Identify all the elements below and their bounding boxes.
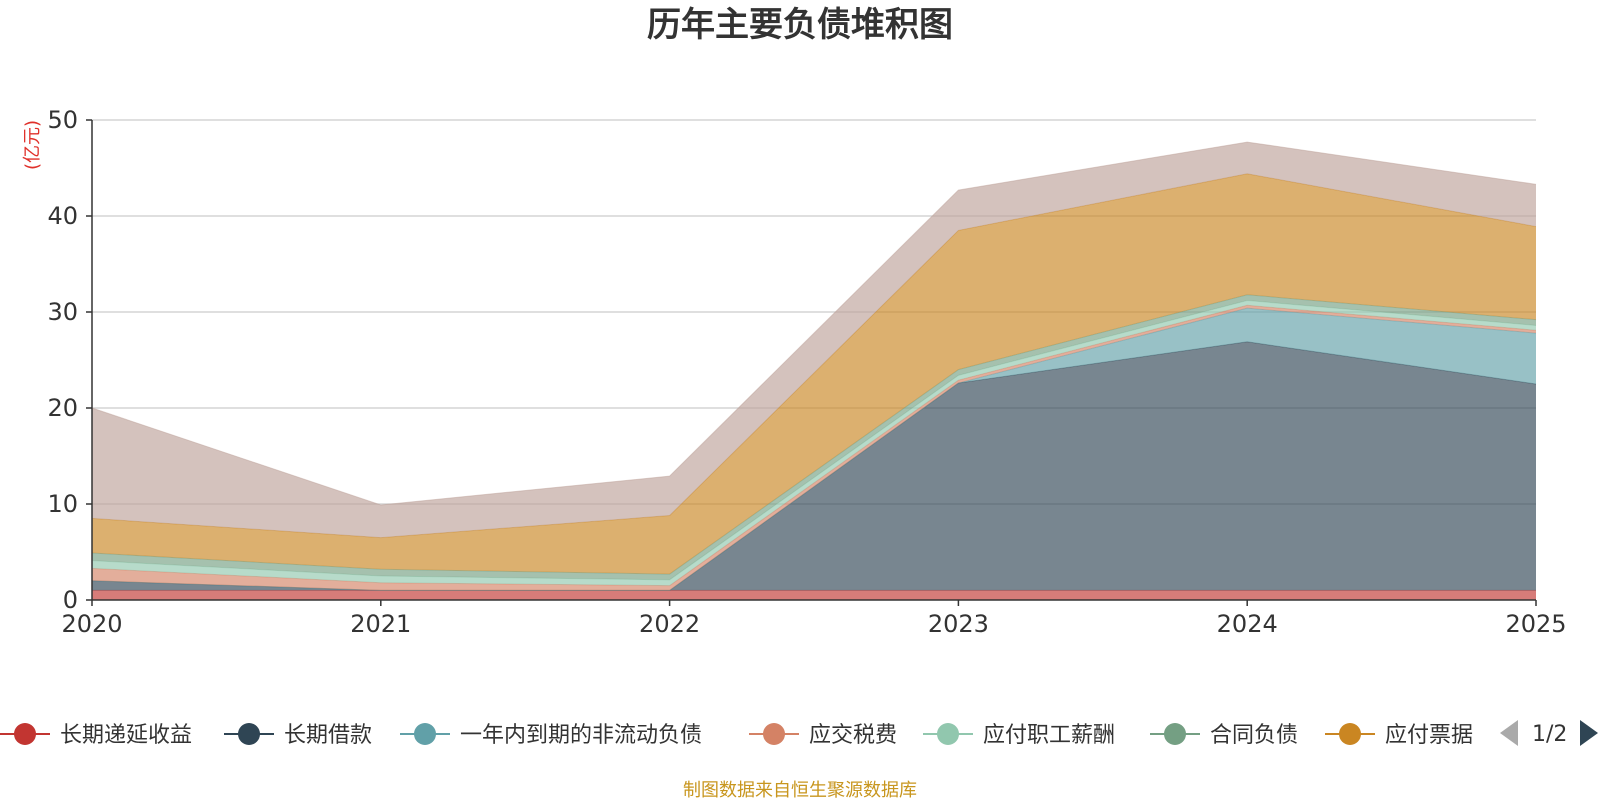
area-series-6 bbox=[92, 173, 1536, 575]
data-source-footer: 制图数据来自恒生聚源数据库 bbox=[683, 780, 917, 800]
area-series-1 bbox=[92, 341, 1536, 591]
y-tick-label: 50 bbox=[47, 106, 78, 134]
legend-label: 长期递延收益 bbox=[60, 723, 192, 748]
x-tick-label: 2024 bbox=[1217, 610, 1278, 638]
legend-item[interactable]: 长期递延收益 bbox=[0, 723, 192, 748]
triangle-right-icon[interactable] bbox=[1580, 720, 1598, 746]
area-series-line-2 bbox=[91, 307, 1537, 591]
legend-item[interactable]: 一年内到期的非流动负债 bbox=[400, 723, 702, 748]
legend-marker bbox=[14, 723, 36, 745]
legend-label: 长期借款 bbox=[284, 723, 372, 748]
legend-marker bbox=[763, 723, 785, 745]
y-tick-label: 20 bbox=[47, 394, 78, 422]
x-tick-label: 2025 bbox=[1505, 610, 1566, 638]
y-tick-label: 40 bbox=[47, 202, 78, 230]
area-series-line-5 bbox=[91, 294, 1537, 575]
x-tick-label: 2023 bbox=[928, 610, 989, 638]
legend-label: 应付票据 bbox=[1385, 723, 1473, 748]
x-tick-label: 2021 bbox=[350, 610, 411, 638]
y-tick-label: 10 bbox=[47, 490, 78, 518]
area-series bbox=[91, 141, 1537, 600]
triangle-left-icon[interactable] bbox=[1500, 720, 1518, 746]
area-series-line-7 bbox=[91, 141, 1537, 506]
legend-item[interactable]: 应付职工薪酬 bbox=[923, 723, 1115, 748]
area-series-2 bbox=[92, 308, 1536, 591]
legend: 长期递延收益 长期借款 一年内到期的非流动负债 应交税费 应付职工薪酬 合同负债 应付票据 bbox=[0, 723, 1473, 748]
legend-item[interactable]: 长期借款 bbox=[224, 723, 372, 748]
chart-title: 历年主要负债堆积图 bbox=[647, 5, 953, 45]
legend-label: 应付职工薪酬 bbox=[983, 723, 1115, 748]
x-tick-label: 2022 bbox=[639, 610, 700, 638]
legend-label: 应交税费 bbox=[809, 723, 897, 748]
legend-label: 合同负债 bbox=[1210, 723, 1298, 748]
axes: 2020 2021 2022 2023 2024 2025 bbox=[61, 119, 1567, 638]
legend-marker bbox=[1339, 723, 1361, 745]
y-axis-unit: (亿元) bbox=[22, 120, 43, 170]
y-tick-label: 0 bbox=[63, 586, 78, 614]
y-tick-label: 30 bbox=[47, 298, 78, 326]
legend-pager: 1/2 bbox=[1500, 720, 1598, 747]
legend-marker bbox=[414, 723, 436, 745]
legend-item[interactable]: 合同负债 bbox=[1150, 723, 1298, 748]
legend-item[interactable]: 应交税费 bbox=[749, 723, 897, 748]
legend-label: 一年内到期的非流动负债 bbox=[460, 723, 702, 748]
legend-page-indicator: 1/2 bbox=[1532, 722, 1567, 747]
area-series-0 bbox=[92, 590, 1536, 600]
legend-marker bbox=[238, 723, 260, 745]
area-series-7 bbox=[92, 142, 1536, 538]
x-tick-label: 2020 bbox=[61, 610, 122, 638]
legend-item[interactable]: 应付票据 bbox=[1325, 723, 1473, 748]
legend-marker bbox=[937, 723, 959, 745]
legend-marker bbox=[1164, 723, 1186, 745]
